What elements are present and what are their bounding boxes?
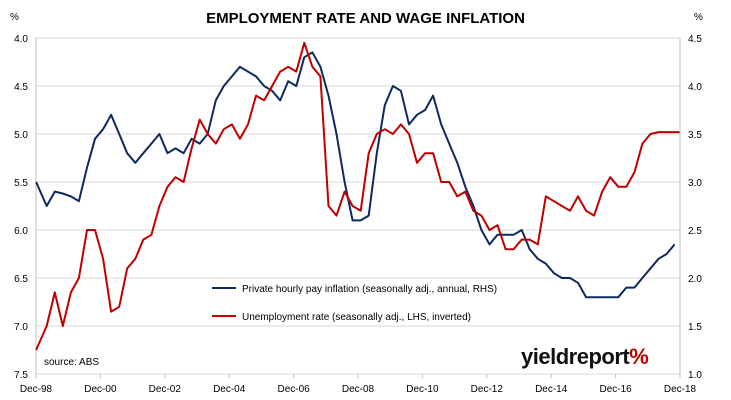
left-axis-ticks: 4.0 4.5 5.0 5.5 6.0 6.5 7.0 7.5 [14, 34, 28, 381]
right-axis-ticks: 1.0 1.5 2.0 2.5 3.0 3.5 4.0 4.5 [688, 34, 702, 381]
right-tick-label: 2.5 [688, 226, 702, 237]
x-tick-label: Dec-16 [599, 384, 632, 395]
right-tick-label: 4.0 [688, 82, 702, 93]
brand-report: report [568, 344, 630, 369]
series-line-wage-inflation [35, 51, 676, 299]
x-tick-label: Dec-14 [535, 384, 568, 395]
x-tick-label: Dec-02 [149, 384, 182, 395]
legend-label: Unemployment rate (seasonally adj., LHS,… [242, 312, 471, 323]
series-lines [35, 41, 680, 351]
right-axis-unit: % [694, 12, 703, 23]
x-tick-label: Dec-18 [664, 384, 697, 395]
x-tick-label: Dec-04 [213, 384, 246, 395]
left-tick-label: 4.0 [14, 34, 28, 45]
left-axis-unit: % [10, 12, 19, 23]
brand-yield: yield [521, 344, 569, 369]
left-tick-label: 7.5 [14, 370, 28, 381]
brand-percent-icon: % [629, 344, 649, 369]
right-tick-label: 4.5 [688, 34, 702, 45]
x-tick-label: Dec-12 [471, 384, 504, 395]
right-tick-label: 3.5 [688, 130, 702, 141]
right-tick-label: 1.5 [688, 322, 702, 333]
right-tick-label: 3.0 [688, 178, 702, 189]
right-tick-label: 1.0 [688, 370, 702, 381]
x-axis-ticks: Dec-98 Dec-00 Dec-02 Dec-04 Dec-06 Dec-08 Dec-… [20, 374, 697, 395]
brand-logo: yieldreport% [521, 344, 649, 370]
x-tick-label: Dec-06 [277, 384, 310, 395]
x-tick-label: Dec-08 [342, 384, 375, 395]
series-line-unemployment [35, 41, 680, 351]
right-tick-label: 2.0 [688, 274, 702, 285]
chart-title: EMPLOYMENT RATE AND WAGE INFLATION [206, 10, 525, 27]
legend: Private hourly pay inflation (seasonally… [212, 284, 497, 323]
x-tick-label: Dec-00 [84, 384, 117, 395]
left-tick-label: 5.5 [14, 178, 28, 189]
source-note: source: ABS [44, 357, 100, 368]
x-tick-label: Dec-10 [406, 384, 439, 395]
x-tick-label: Dec-98 [20, 384, 53, 395]
left-tick-label: 7.0 [14, 322, 28, 333]
left-tick-label: 6.5 [14, 274, 28, 285]
left-tick-label: 6.0 [14, 226, 28, 237]
left-tick-label: 4.5 [14, 82, 28, 93]
left-tick-label: 5.0 [14, 130, 28, 141]
legend-label: Private hourly pay inflation (seasonally… [242, 284, 497, 295]
